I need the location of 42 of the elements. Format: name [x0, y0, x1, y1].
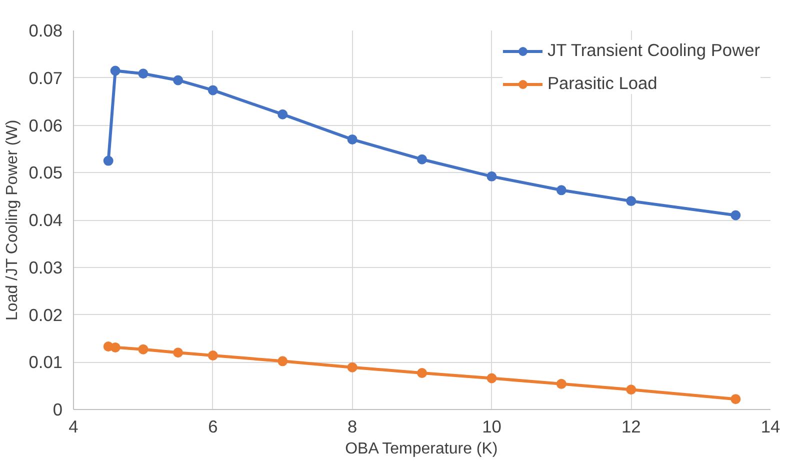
y-tick-label: 0	[52, 400, 63, 420]
point	[417, 154, 427, 164]
x-tick-label: 8	[347, 416, 358, 436]
point	[110, 342, 120, 352]
point	[626, 196, 636, 206]
y-tick-label: 0.06	[28, 115, 63, 136]
point	[626, 384, 636, 395]
x-tick-label: 14	[760, 416, 780, 436]
point	[347, 362, 358, 372]
x-axis-title: OBA Temperature (K)	[345, 440, 498, 458]
point	[730, 210, 741, 220]
point	[173, 75, 184, 86]
point	[110, 66, 120, 76]
point	[556, 378, 566, 389]
point	[417, 368, 427, 378]
point	[278, 109, 288, 120]
x-tick-label: 4	[68, 416, 79, 436]
y-tick-label: 0.04	[28, 210, 63, 230]
point	[208, 350, 218, 360]
point	[556, 185, 566, 196]
point	[347, 134, 358, 144]
point	[103, 156, 114, 166]
y-tick-label: 0.05	[28, 162, 63, 183]
point	[138, 344, 148, 354]
y-tick-label: 0.08	[28, 20, 63, 40]
legend-label: JT Transient Cooling Power	[547, 40, 760, 61]
x-tick-label: 12	[621, 416, 641, 436]
point	[138, 68, 148, 79]
point	[208, 85, 218, 96]
y-tick-label: 0.01	[28, 352, 63, 372]
point	[173, 348, 184, 358]
point	[486, 373, 497, 384]
y-tick-label: 0.03	[28, 257, 63, 278]
y-tick-label: 0.02	[28, 304, 63, 325]
point	[730, 394, 741, 404]
point	[486, 171, 497, 182]
x-tick-label: 10	[482, 416, 502, 436]
x-tick-label: 6	[208, 416, 218, 436]
y-axis-title: Load /JT Cooling Power (W)	[4, 120, 21, 320]
y-tick-label: 0.07	[28, 68, 63, 88]
point	[278, 356, 288, 366]
legend-label: Parasitic Load	[547, 73, 658, 94]
